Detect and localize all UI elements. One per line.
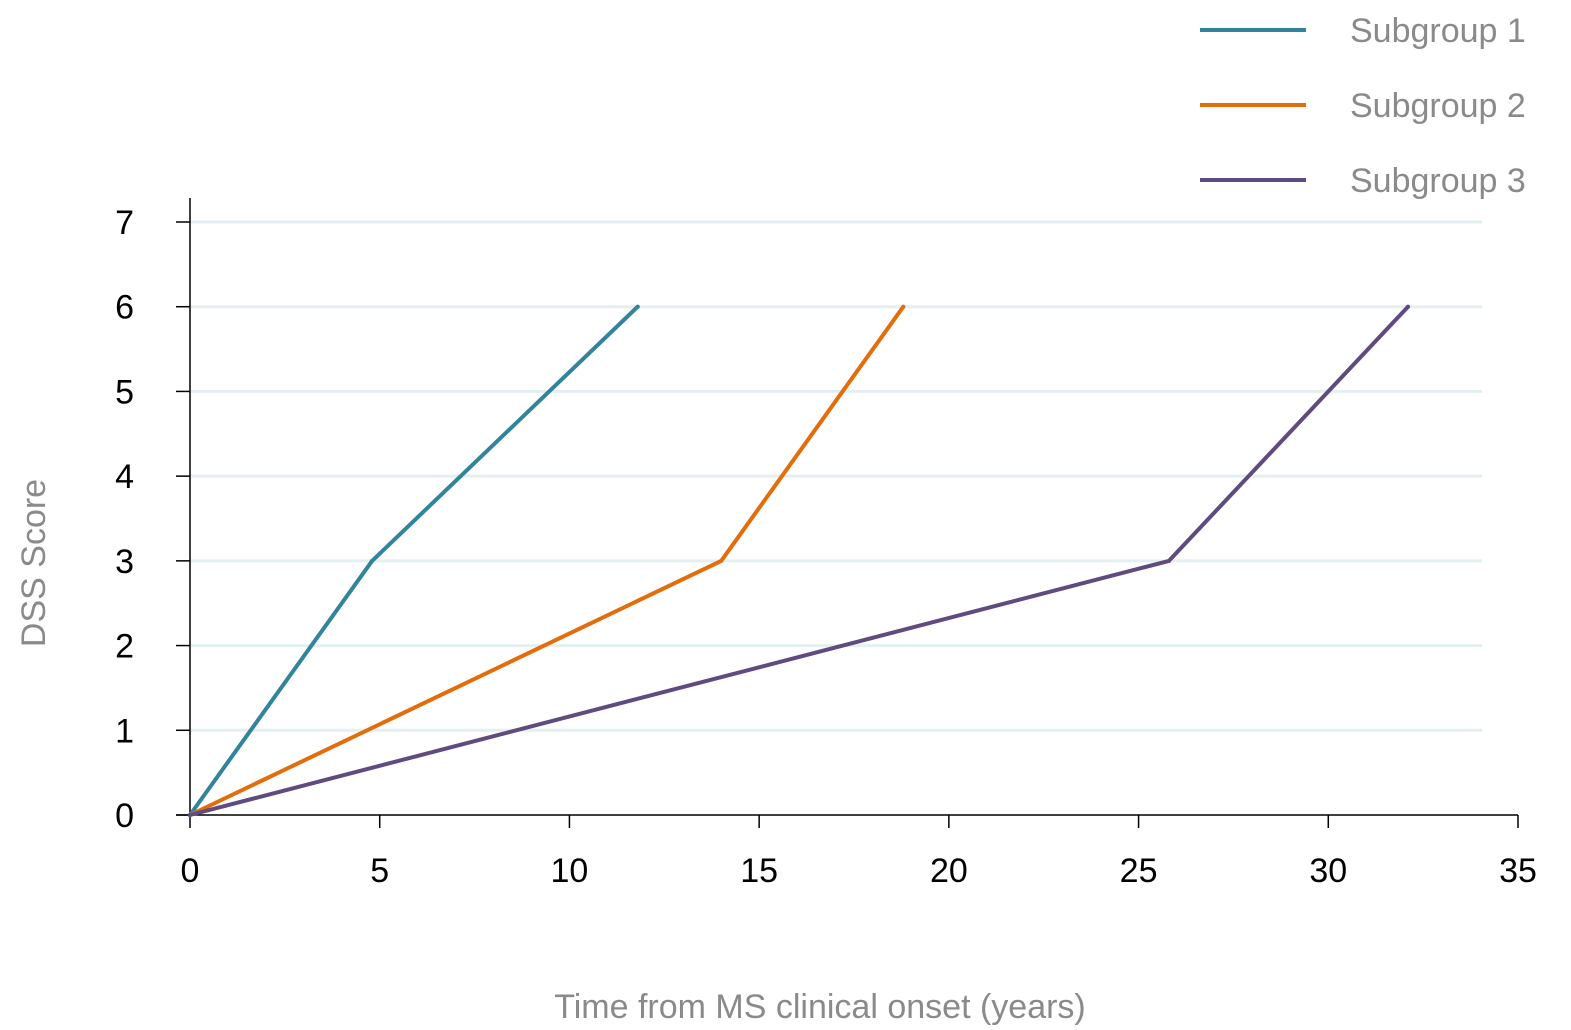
y-tick-label-3: 3 <box>115 543 134 581</box>
data-point-1-2 <box>370 558 375 563</box>
data-point-2-2 <box>719 558 724 563</box>
gridlines <box>190 220 1482 732</box>
x-tick-label-10: 10 <box>551 852 589 890</box>
ticks: 0 1 2 3 4 5 6 7 0 5 10 15 20 25 30 35 <box>115 204 1537 890</box>
data-point-3-2 <box>1166 558 1171 563</box>
axes <box>176 198 1518 816</box>
series-lines <box>188 304 1410 817</box>
y-tick-label-4: 4 <box>115 458 134 496</box>
legend-label-3: Subgroup 3 <box>1350 162 1526 200</box>
y-tick-label-5: 5 <box>115 373 134 411</box>
x-axis-title: Time from MS clinical onset (years) <box>554 988 1086 1026</box>
data-point-3-1 <box>188 813 192 817</box>
data-point-1-3 <box>635 304 640 309</box>
y-tick-label-7: 7 <box>115 204 134 242</box>
y-tick-label-2: 2 <box>115 628 134 666</box>
y-tick-label-1: 1 <box>115 712 134 750</box>
y-tick-label-6: 6 <box>115 289 134 327</box>
x-tick-label-30: 30 <box>1309 852 1347 890</box>
x-tick-label-20: 20 <box>930 852 968 890</box>
data-point-3-3 <box>1405 304 1410 309</box>
x-tick-label-0: 0 <box>181 852 200 890</box>
legend-label-2: Subgroup 2 <box>1350 87 1526 125</box>
legend: Subgroup 1 Subgroup 2 Subgroup 3 <box>1200 12 1526 200</box>
data-point-2-3 <box>901 304 906 309</box>
x-tick-label-15: 15 <box>740 852 778 890</box>
y-tick-label-0: 0 <box>115 797 134 835</box>
legend-label-1: Subgroup 1 <box>1350 12 1526 50</box>
x-tick-label-35: 35 <box>1499 852 1537 890</box>
y-axis-title: DSS Score <box>15 479 53 647</box>
x-tick-label-5: 5 <box>370 852 389 890</box>
x-tick-label-25: 25 <box>1120 852 1158 890</box>
